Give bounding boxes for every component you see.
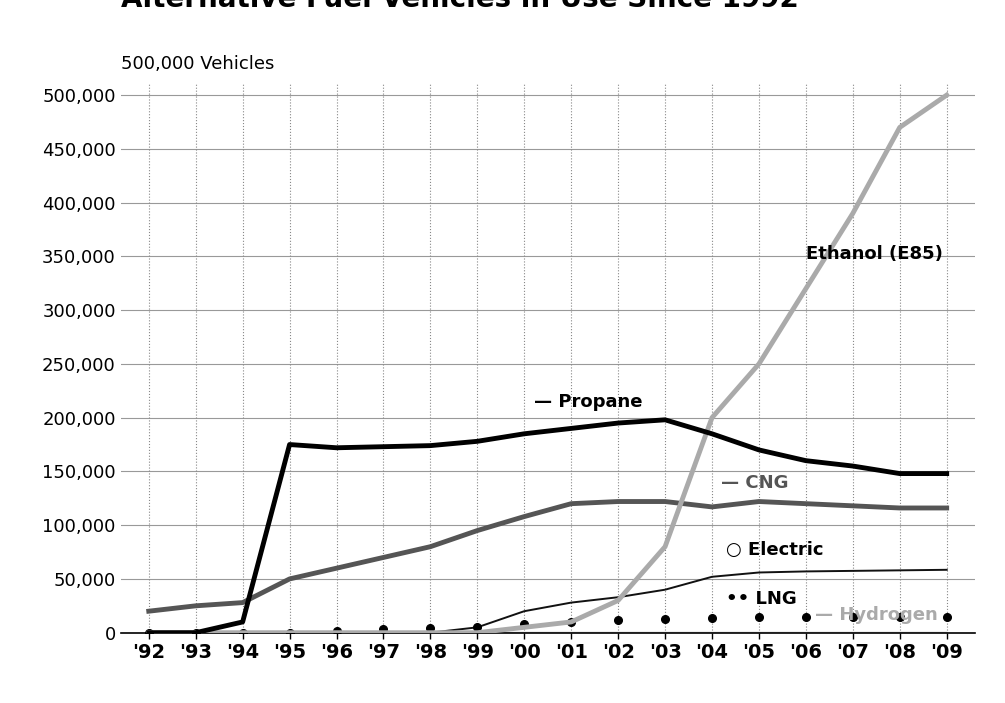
Text: •• LNG: •• LNG [726, 590, 797, 607]
Text: Ethanol (E85): Ethanol (E85) [806, 245, 943, 262]
Text: — Hydrogen: — Hydrogen [815, 606, 938, 624]
Text: 500,000 Vehicles: 500,000 Vehicles [121, 56, 274, 73]
Text: ○ Electric: ○ Electric [726, 541, 823, 560]
Text: — CNG: — CNG [722, 474, 789, 491]
Text: — Propane: — Propane [534, 393, 642, 411]
Text: Alternative Fuel Vehicles in Use Since 1992: Alternative Fuel Vehicles in Use Since 1… [121, 0, 798, 13]
